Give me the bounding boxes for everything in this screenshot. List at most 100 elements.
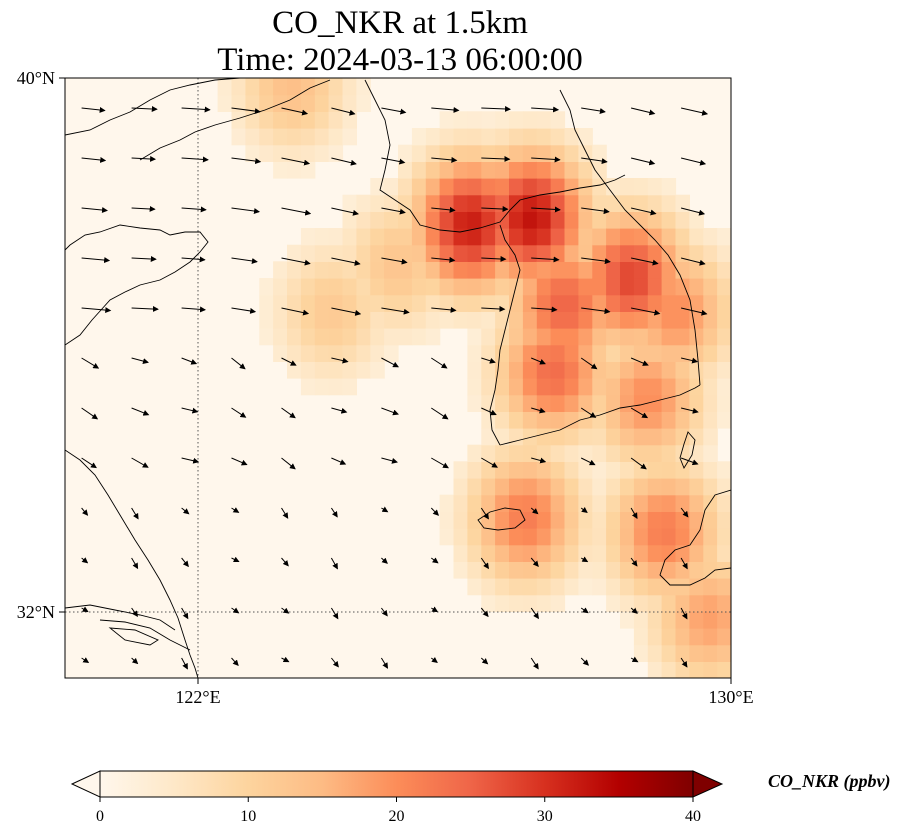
heat-cell xyxy=(647,461,663,479)
wind-arrow xyxy=(181,507,190,515)
heat-cell xyxy=(661,394,677,412)
heat-cell xyxy=(606,428,621,446)
wind-arrow xyxy=(81,507,89,516)
heat-cell xyxy=(620,244,635,262)
heat-cell xyxy=(578,528,593,546)
heat-cell xyxy=(703,594,718,612)
heat-cell xyxy=(495,128,510,146)
heat-cell xyxy=(620,511,635,529)
wind-arrow xyxy=(281,257,311,266)
wind-arrow xyxy=(480,507,489,520)
heat-cell xyxy=(481,594,496,612)
heat-cell xyxy=(606,194,621,212)
heat-cell xyxy=(300,144,316,162)
heat-cell xyxy=(633,578,649,596)
heat-cell xyxy=(398,144,413,162)
heat-cell xyxy=(620,278,635,296)
heat-cell xyxy=(259,144,274,162)
heat-cell xyxy=(356,211,371,229)
colorbar-tick-label: 0 xyxy=(96,808,104,825)
heat-cell xyxy=(509,444,524,462)
heat-cell xyxy=(245,111,260,129)
heat-cell xyxy=(592,528,607,546)
heat-cell xyxy=(495,328,510,346)
heat-cell xyxy=(633,394,649,412)
heat-cell xyxy=(550,444,566,462)
heat-cell xyxy=(703,561,718,579)
heat-cell xyxy=(467,294,482,312)
heat-cell xyxy=(245,78,260,96)
wind-arrow xyxy=(231,357,246,370)
heat-cell xyxy=(495,494,510,512)
heat-cell xyxy=(522,311,538,329)
heat-cell xyxy=(453,461,468,479)
heat-cell xyxy=(509,244,524,262)
wind-arrow xyxy=(531,357,546,365)
heat-cell xyxy=(675,644,690,662)
heat-cell xyxy=(578,278,593,296)
heat-cell xyxy=(314,261,330,279)
heat-cell xyxy=(411,311,427,329)
heat-cell xyxy=(509,361,524,379)
yangtze-estuary-south xyxy=(99,619,191,651)
colorbar-tick-label: 40 xyxy=(685,808,701,825)
heat-cell xyxy=(481,394,496,412)
heat-cell xyxy=(703,428,718,446)
heat-cell xyxy=(536,528,552,546)
heat-cell xyxy=(467,344,482,362)
heat-cell xyxy=(592,578,607,596)
heat-cell xyxy=(578,478,593,496)
wind-arrow xyxy=(281,407,296,419)
heat-cell xyxy=(703,244,718,262)
heat-cell xyxy=(536,394,552,412)
heat-cell xyxy=(647,594,663,612)
heat-cell xyxy=(287,94,302,112)
heat-cell xyxy=(536,378,552,396)
wind-arrow xyxy=(381,407,399,416)
heat-cell xyxy=(661,528,677,546)
wind-arrow xyxy=(430,656,438,664)
heat-cell xyxy=(370,211,385,229)
heat-cell xyxy=(314,111,330,129)
wind-arrow xyxy=(630,157,656,166)
wind-arrow xyxy=(481,407,497,416)
heat-cell xyxy=(689,328,704,346)
heat-cell xyxy=(439,261,455,279)
heat-cell xyxy=(592,244,607,262)
heat-cell xyxy=(522,144,538,162)
heat-cell xyxy=(717,378,731,396)
heat-cell xyxy=(717,361,731,379)
heat-cell xyxy=(606,511,621,529)
heat-cell xyxy=(592,511,607,529)
heat-cell xyxy=(717,261,731,279)
heat-cell xyxy=(620,328,635,346)
heat-cell xyxy=(661,444,677,462)
heat-cell xyxy=(314,94,330,112)
heat-cell xyxy=(661,428,677,446)
heat-cell xyxy=(287,128,302,146)
wind-arrow xyxy=(530,557,539,567)
heat-cell xyxy=(356,294,371,312)
heat-cell xyxy=(467,328,482,346)
heat-cell xyxy=(647,194,663,212)
heat-cell xyxy=(439,528,455,546)
heat-cell xyxy=(620,378,635,396)
heat-cell xyxy=(467,361,482,379)
wind-arrow xyxy=(531,256,560,263)
heat-cell xyxy=(439,128,455,146)
heat-cell xyxy=(522,428,538,446)
wind-arrow xyxy=(530,657,539,670)
heat-cell xyxy=(481,161,496,179)
heat-cell xyxy=(453,311,468,329)
heat-cell xyxy=(453,494,468,512)
heat-cell xyxy=(633,561,649,579)
wind-arrow xyxy=(181,306,206,313)
heat-cell xyxy=(536,278,552,296)
wind-arrow xyxy=(431,206,456,213)
wind-arrow xyxy=(431,407,449,420)
heat-cell xyxy=(661,294,677,312)
heat-cell xyxy=(606,361,621,379)
heat-cell xyxy=(592,378,607,396)
heat-cell xyxy=(522,128,538,146)
wind-arrow xyxy=(531,206,561,213)
